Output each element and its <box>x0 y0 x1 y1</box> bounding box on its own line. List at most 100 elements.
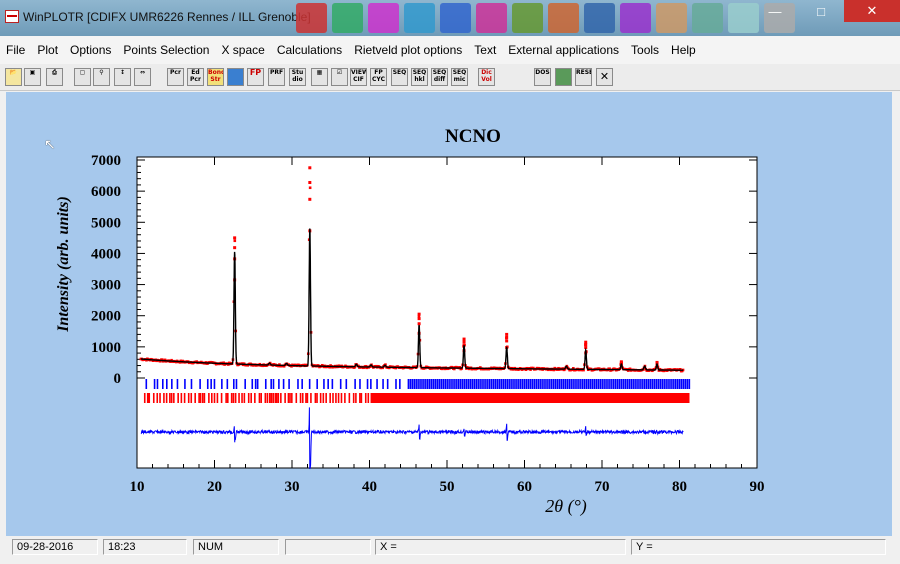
difference-line <box>140 407 684 470</box>
yobs-peak-point <box>505 335 509 339</box>
studio-button[interactable]: Stu dio <box>289 68 306 86</box>
yobs-peak-point <box>462 343 466 347</box>
y-tick-label: 3000 <box>91 278 121 294</box>
yobs-point <box>226 363 230 366</box>
yobs-point <box>626 369 630 372</box>
yobs-point <box>308 186 312 190</box>
taskbar-app-icon <box>404 3 435 33</box>
yobs-peak-point <box>584 340 588 344</box>
menu-bar: File Plot Options Points Selection X spa… <box>0 36 900 64</box>
x-tick-label: 60 <box>517 479 532 495</box>
x-tick-label: 40 <box>362 479 377 495</box>
mouse-cursor-icon: ↖ <box>44 136 56 152</box>
menu-calculations[interactable]: Calculations <box>276 43 343 57</box>
yobs-point <box>163 358 167 362</box>
bond-str-button[interactable]: Bond Str <box>207 68 224 86</box>
reset-button[interactable]: RESET <box>575 68 592 86</box>
close-icon[interactable]: ✕ <box>596 68 613 86</box>
y-tick-label: 1000 <box>91 340 121 356</box>
status-bar: 09-28-2016 18:23 NUM X = Y = <box>0 536 900 564</box>
yobs-point <box>178 361 182 364</box>
ycalc-line <box>140 228 684 371</box>
x-tick-label: 30 <box>285 479 300 495</box>
image-icon[interactable] <box>555 68 572 86</box>
taskbar-app-icon <box>512 3 543 33</box>
yobs-peak-point <box>417 317 421 321</box>
status-y-coordinate: Y = <box>631 539 886 555</box>
fp-button[interactable]: FP <box>247 68 264 86</box>
menu-text[interactable]: Text <box>474 43 497 57</box>
rietveld-chart[interactable]: NCNO Intensity (arb. units) 2θ (°) 10 20 3… <box>6 92 892 536</box>
window-title: WinPLOTR [CDIFX UMR6226 Rennes / ILL Gre… <box>23 10 311 24</box>
taskbar-app-icon <box>368 3 399 33</box>
yobs-peak-point <box>417 322 421 326</box>
seq-button[interactable]: SEQ <box>391 68 408 86</box>
seq-mic-button[interactable]: SEQ mic <box>451 68 468 86</box>
menu-plot[interactable]: Plot <box>37 43 59 57</box>
open-folder-icon[interactable]: 📂 <box>5 68 22 86</box>
yobs-point <box>277 364 280 368</box>
seq-diff-button[interactable]: SEQ diff <box>431 68 448 86</box>
yobs-point <box>233 239 237 243</box>
menu-file[interactable]: File <box>6 43 26 57</box>
print-icon[interactable]: ⎙ <box>46 68 63 86</box>
status-time: 18:23 <box>103 539 187 555</box>
y-tick-label: 6000 <box>91 184 121 200</box>
yobs-point <box>582 368 585 372</box>
menu-external-applications[interactable]: External applications <box>508 43 620 57</box>
y-tick-label: 5000 <box>91 215 121 231</box>
yobs-peak-point <box>655 365 659 369</box>
menu-tools[interactable]: Tools <box>631 43 660 57</box>
yobs-peak-point <box>233 236 237 240</box>
menu-x-space[interactable]: X space <box>221 43 265 57</box>
menu-rietveld-plot-options[interactable]: Rietveld plot options <box>354 43 463 57</box>
close-window-button[interactable]: ✕ <box>844 0 900 22</box>
yobs-point <box>608 367 611 371</box>
seq-hkl-button[interactable]: SEQ hkl <box>411 68 428 86</box>
plot-area[interactable]: NCNO Intensity (arb. units) 2θ (°) 10 20 3… <box>6 92 892 536</box>
title-bar[interactable]: WinPLOTR [CDIFX UMR6226 Rennes / ILL Gre… <box>0 0 900 36</box>
menu-options[interactable]: Options <box>70 43 112 57</box>
pcr-button[interactable]: Pcr <box>167 68 184 86</box>
taskbar-app-icon <box>764 3 795 33</box>
x-tick-label: 70 <box>595 479 610 495</box>
chart-title: NCNO <box>445 126 501 147</box>
checklist-icon[interactable]: ☑ <box>331 68 348 86</box>
x-tick-label: 20 <box>207 479 222 495</box>
yobs-point <box>282 364 286 368</box>
sphere-icon[interactable] <box>227 68 244 86</box>
edit-pcr-button[interactable]: Ed Pcr <box>187 68 204 86</box>
taskbar-app-icon <box>296 3 327 33</box>
prf-button[interactable]: PRF <box>268 68 285 86</box>
dos-button[interactable]: DOS <box>534 68 551 86</box>
taskbar-app-icon <box>620 3 651 33</box>
yobs-point <box>529 368 532 371</box>
fit-window-icon[interactable]: ⇔ <box>134 68 151 86</box>
background-taskbar-icons <box>296 3 795 35</box>
calculator-icon[interactable]: ▦ <box>311 68 328 86</box>
yobs-point <box>222 361 225 365</box>
yobs-point <box>524 368 528 371</box>
menu-help[interactable]: Help <box>671 43 696 57</box>
x-tick-label: 80 <box>672 479 687 495</box>
x-tick-label: 90 <box>750 479 765 495</box>
move-icon[interactable]: ↕ <box>114 68 131 86</box>
x-axis-label: 2θ (°) <box>545 496 587 517</box>
yobs-peak-point <box>584 343 588 347</box>
view-cif-button[interactable]: VIEW CIF <box>350 68 367 86</box>
yobs-peak-point <box>417 312 421 316</box>
yobs-peak-point <box>462 337 466 341</box>
yobs-point <box>160 358 164 361</box>
yobs-point <box>532 366 535 370</box>
taskbar-app-icon <box>728 3 759 33</box>
menu-points-selection[interactable]: Points Selection <box>123 43 210 57</box>
zoom-page-icon[interactable]: ▢ <box>74 68 91 86</box>
yobs-peak-point <box>619 365 623 369</box>
dicvol-button[interactable]: Dic Vol <box>478 68 495 86</box>
maximize-button[interactable]: □ <box>817 3 825 19</box>
minimize-button[interactable]: — <box>768 3 782 19</box>
bragg-ticks-phase-2 <box>143 393 690 403</box>
save-icon[interactable]: ▣ <box>24 68 41 86</box>
zoom-icon[interactable]: ⚲ <box>93 68 110 86</box>
fp-cyc-button[interactable]: FP CYC <box>370 68 387 86</box>
